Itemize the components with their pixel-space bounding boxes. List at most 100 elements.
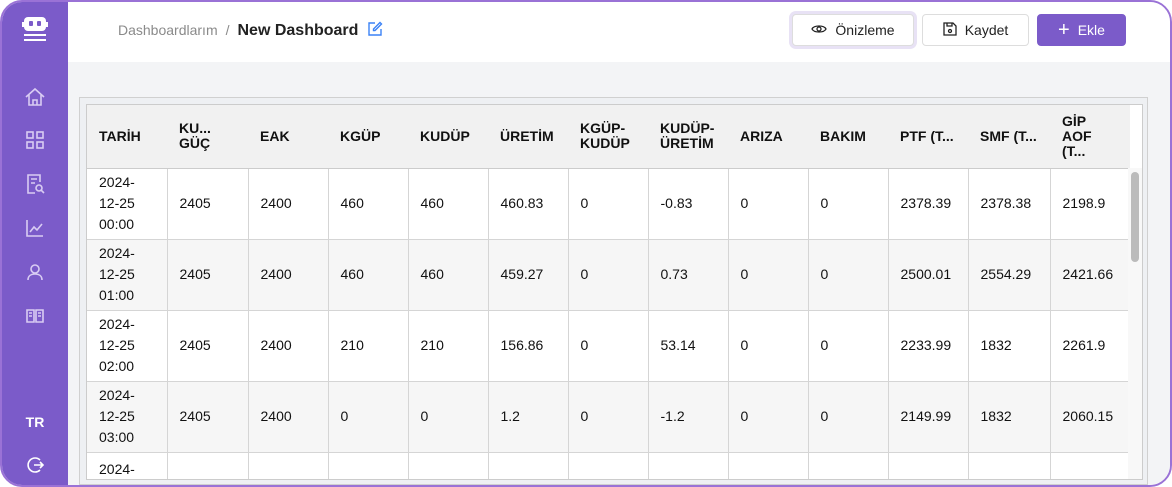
data-table: TARİH KU... GÜÇ EAK KGÜP KUDÜP ÜRETİM KGÜP-KUD… — [87, 105, 1131, 479]
table-cell: 0 — [808, 239, 889, 311]
column-header[interactable]: BAKIM — [808, 105, 888, 169]
table-cell: 0 — [728, 168, 809, 240]
date-cell: 2024- — [87, 452, 168, 479]
save-label: Kaydet — [964, 22, 1009, 38]
table-cell — [728, 452, 809, 479]
table-cell: 2400 — [248, 168, 329, 240]
table-cell — [328, 452, 409, 479]
table-cell — [648, 452, 729, 479]
edit-icon[interactable] — [367, 21, 383, 40]
table-cell: 53.14 — [648, 310, 729, 382]
table-cell: 1832 — [968, 310, 1051, 382]
table-cell: -1.2 — [648, 381, 729, 453]
table-cell — [1050, 452, 1131, 479]
logout-icon[interactable] — [22, 452, 48, 478]
header: Dashboardlarım / New Dashboard Önizleme Ka… — [68, 2, 1170, 62]
table-cell: 1832 — [968, 381, 1051, 453]
table-scrollbar[interactable] — [1128, 168, 1142, 479]
column-header[interactable]: KUDÜP — [408, 105, 488, 169]
table-cell: 2400 — [248, 310, 329, 382]
dashboard-canvas: TARİH KU... GÜÇ EAK KGÜP KUDÜP ÜRETİM KGÜP-KUD… — [68, 62, 1170, 485]
column-header[interactable]: KGÜP-KUDÜP — [568, 105, 648, 169]
table-cell: 460 — [328, 239, 409, 311]
column-header[interactable]: EAK — [248, 105, 328, 169]
table-cell: 2405 — [167, 310, 249, 382]
table-widget: TARİH KU... GÜÇ EAK KGÜP KUDÜP ÜRETİM KGÜP-KUD… — [79, 97, 1148, 485]
table-cell — [888, 452, 969, 479]
table-cell: 2500.01 — [888, 239, 969, 311]
table-cell — [248, 452, 329, 479]
table-cell: 459.27 — [488, 239, 569, 311]
table-row[interactable]: 2024-12-25 03:00 2405 2400 0 0 1.2 0 -1.2 0 0 2149… — [87, 381, 1131, 453]
table-cell: 460.83 — [488, 168, 569, 240]
table-row[interactable]: 2024- — [87, 452, 1131, 479]
table-cell: 2149.99 — [888, 381, 969, 453]
column-header[interactable]: PTF (T... — [888, 105, 968, 169]
home-icon[interactable] — [22, 84, 48, 110]
table-cell: 2198.9 — [1050, 168, 1131, 240]
table-row[interactable]: 2024-12-25 01:00 2405 2400 460 460 459.27 0 0.7… — [87, 239, 1131, 311]
table-cell: 0 — [728, 239, 809, 311]
chart-line-icon[interactable] — [22, 215, 48, 241]
grid-icon[interactable] — [22, 127, 48, 153]
sidebar: TR — [2, 2, 68, 485]
table-cell: 156.86 — [488, 310, 569, 382]
table-cell — [488, 452, 569, 479]
table-cell: 2060.15 — [1050, 381, 1131, 453]
table-cell — [968, 452, 1051, 479]
user-icon[interactable] — [22, 259, 48, 285]
table-cell: 0 — [808, 381, 889, 453]
column-header[interactable]: ARIZA — [728, 105, 808, 169]
table-cell: 0 — [568, 381, 649, 453]
table-cell: 0 — [568, 310, 649, 382]
book-icon[interactable] — [22, 303, 48, 329]
plus-icon: + — [1058, 19, 1070, 41]
table-cell: 0 — [808, 310, 889, 382]
language-switch[interactable]: TR — [25, 414, 45, 430]
eye-icon — [811, 22, 828, 38]
breadcrumb: Dashboardlarım / New Dashboard — [118, 21, 383, 40]
table-cell: 2405 — [167, 168, 249, 240]
column-header[interactable]: TARİH — [87, 105, 167, 169]
table-row[interactable]: 2024-12-25 02:00 2405 2400 210 210 156.86 0 53.… — [87, 310, 1131, 382]
table-cell: 1.2 — [488, 381, 569, 453]
table-cell: 0 — [408, 381, 489, 453]
preview-button[interactable]: Önizleme — [792, 14, 914, 46]
table-cell: 2421.66 — [1050, 239, 1131, 311]
table-cell: 2233.99 — [888, 310, 969, 382]
column-header[interactable]: KGÜP — [328, 105, 408, 169]
table-cell: 2554.29 — [968, 239, 1051, 311]
date-cell: 2024-12-25 03:00 — [87, 381, 168, 453]
table-cell: 2405 — [167, 381, 249, 453]
table-cell: 2378.38 — [968, 168, 1051, 240]
date-cell: 2024-12-25 00:00 — [87, 168, 168, 240]
table-cell: 0.73 — [648, 239, 729, 311]
add-button[interactable]: + Ekle — [1037, 14, 1126, 46]
column-header[interactable]: KU... GÜÇ — [167, 105, 248, 169]
table-cell: 2405 — [167, 239, 249, 311]
scrollbar-thumb[interactable] — [1131, 172, 1139, 262]
add-label: Ekle — [1077, 22, 1105, 38]
column-header[interactable]: ÜRETİM — [488, 105, 568, 169]
table-cell: 0 — [728, 381, 809, 453]
table-cell: 2400 — [248, 381, 329, 453]
date-cell: 2024-12-25 02:00 — [87, 310, 168, 382]
table-cell: 210 — [328, 310, 409, 382]
table-cell: 0 — [568, 168, 649, 240]
date-cell: 2024-12-25 01:00 — [87, 239, 168, 311]
save-button[interactable]: Kaydet — [922, 14, 1029, 46]
logo-icon[interactable] — [20, 16, 50, 42]
table-row[interactable]: 2024-12-25 00:00 2405 2400 460 460 460.83 0 -0.… — [87, 168, 1131, 240]
breadcrumb-separator: / — [225, 22, 230, 38]
report-search-icon[interactable] — [22, 171, 48, 197]
breadcrumb-parent-link[interactable]: Dashboardlarım — [118, 22, 218, 38]
column-header[interactable]: KUDÜP-ÜRETİM — [648, 105, 728, 169]
table-cell: 460 — [408, 239, 489, 311]
column-header[interactable]: GİP AOF (T... — [1050, 105, 1130, 169]
data-table-container: TARİH KU... GÜÇ EAK KGÜP KUDÜP ÜRETİM KGÜP-KUD… — [86, 104, 1143, 480]
column-header[interactable]: SMF (T... — [968, 105, 1050, 169]
preview-label: Önizleme — [835, 22, 895, 38]
table-cell: 2378.39 — [888, 168, 969, 240]
table-cell: 0 — [568, 239, 649, 311]
